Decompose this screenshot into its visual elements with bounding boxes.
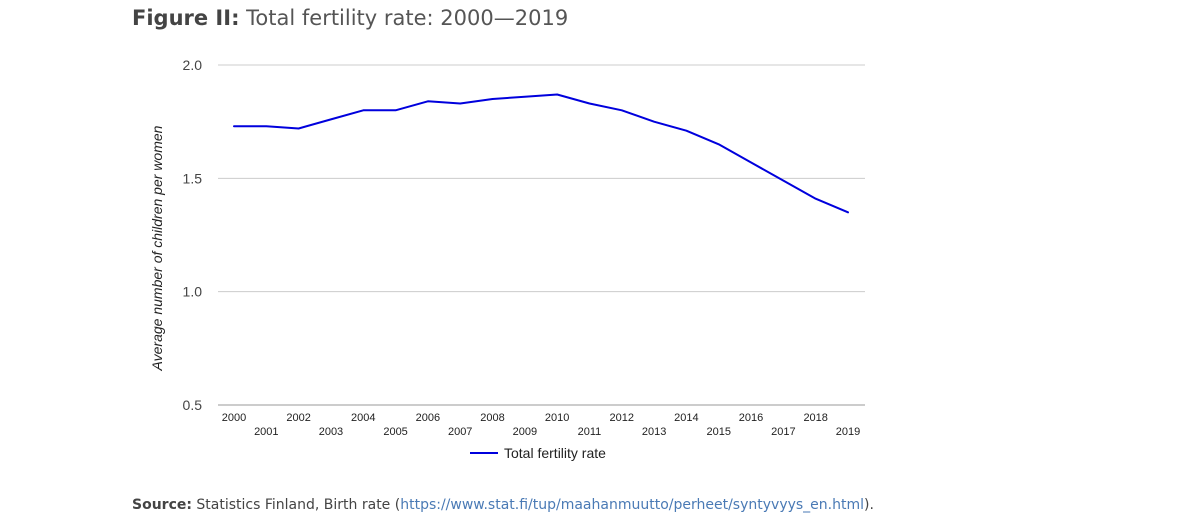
data-point-2007[interactable] <box>454 98 466 110</box>
x-tick-label-2013: 2013 <box>642 426 666 438</box>
x-tick-label-2009: 2009 <box>513 426 537 438</box>
x-tick-label-2008: 2008 <box>480 412 504 424</box>
series-line-total-fertility-rate[interactable] <box>233 93 849 214</box>
legend-label-total-fertility-rate: Total fertility rate <box>504 445 606 461</box>
x-tick-labels: 2000 2001 2002 2003 2004 2005 2006 2007 2008 2009… <box>222 412 860 438</box>
source-suffix: ). <box>864 497 874 513</box>
x-tick-label-2018: 2018 <box>803 412 827 424</box>
source-link[interactable]: https://www.stat.fi/tup/maahanmuutto/per… <box>400 497 865 513</box>
x-tick-label-2017: 2017 <box>771 426 795 438</box>
x-tick-label-2006: 2006 <box>416 412 440 424</box>
data-point-2015[interactable] <box>713 138 725 150</box>
data-point-2009[interactable] <box>519 91 531 103</box>
data-point-2004[interactable] <box>357 104 369 116</box>
data-point-2013[interactable] <box>648 116 660 128</box>
figure-title: Figure II: Total fertility rate: 2000—20… <box>132 6 568 30</box>
x-tick-label-2011: 2011 <box>578 426 602 438</box>
y-tick-label-0-5: 0.5 <box>183 397 203 413</box>
x-tick-label-2001: 2001 <box>254 426 278 438</box>
data-point-2003[interactable] <box>325 113 337 125</box>
data-point-2006[interactable] <box>422 95 434 107</box>
data-point-2019[interactable] <box>842 206 854 218</box>
x-tick-label-2005: 2005 <box>383 426 407 438</box>
y-tick-labels: 0.5 1.0 1.5 2.0 <box>183 57 203 413</box>
data-point-2001[interactable] <box>260 120 272 132</box>
x-tick-label-2004: 2004 <box>351 412 375 424</box>
data-point-2018[interactable] <box>810 193 822 205</box>
x-tick-label-2003: 2003 <box>319 426 343 438</box>
data-point-2002[interactable] <box>293 122 305 134</box>
series-layer <box>228 88 854 218</box>
data-point-2011[interactable] <box>583 98 595 110</box>
x-tick-label-2019: 2019 <box>836 426 860 438</box>
x-tick-label-2002: 2002 <box>286 412 310 424</box>
legend[interactable]: Total fertility rate <box>470 445 606 461</box>
grid-lines <box>218 64 865 406</box>
data-point-2016[interactable] <box>745 156 757 168</box>
x-tick-label-2016: 2016 <box>739 412 763 424</box>
x-tick-label-2012: 2012 <box>610 412 634 424</box>
x-tick-label-2014: 2014 <box>674 412 698 424</box>
source-note: Source: Statistics Finland, Birth rate (… <box>132 497 874 513</box>
y-tick-label-2-0: 2.0 <box>183 57 203 73</box>
x-tick-label-2007: 2007 <box>448 426 472 438</box>
x-tick-label-2000: 2000 <box>222 412 246 424</box>
figure-label: Figure II: <box>132 6 240 30</box>
data-point-2010[interactable] <box>551 88 563 100</box>
y-tick-label-1-0: 1.0 <box>183 284 203 300</box>
x-tick-label-2015: 2015 <box>706 426 730 438</box>
data-point-2005[interactable] <box>390 104 402 116</box>
x-tick-label-2010: 2010 <box>545 412 569 424</box>
source-label: Source: <box>132 497 192 513</box>
figure-title-text: Total fertility rate: 2000—2019 <box>246 6 569 30</box>
data-point-2000[interactable] <box>228 120 240 132</box>
source-text: Statistics Finland, Birth rate ( <box>196 497 401 513</box>
data-point-2008[interactable] <box>487 93 499 105</box>
data-point-2012[interactable] <box>616 104 628 116</box>
data-point-2017[interactable] <box>777 175 789 187</box>
data-point-2014[interactable] <box>680 125 692 137</box>
y-tick-label-1-5: 1.5 <box>183 170 203 186</box>
y-axis-label: Average number of children per women <box>149 125 165 371</box>
